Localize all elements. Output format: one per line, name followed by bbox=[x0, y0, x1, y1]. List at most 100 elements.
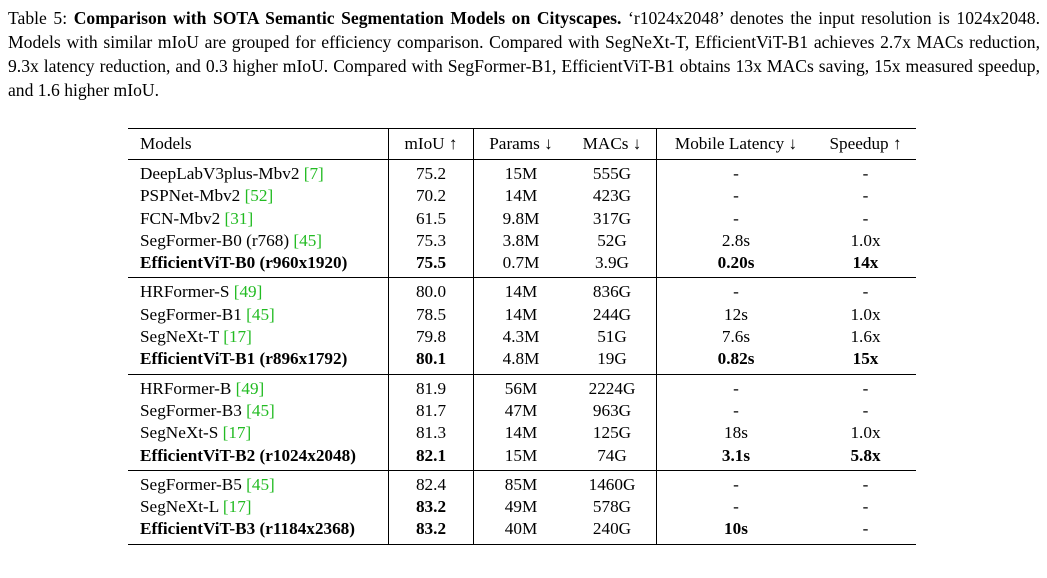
miou-cell: 75.3 bbox=[388, 229, 474, 253]
macs-cell: 836G bbox=[568, 277, 657, 304]
model-cell: SegFormer-B5 [45] bbox=[128, 470, 389, 497]
citation-link[interactable]: [17] bbox=[223, 327, 252, 347]
miou-cell: 75.2 bbox=[388, 159, 474, 186]
params-cell: 49M bbox=[504, 497, 538, 517]
speedup-cell: 1.0x bbox=[850, 304, 881, 324]
model-name: DeepLabV3plus-Mbv2 bbox=[140, 164, 304, 183]
latency-cell: 2.8s bbox=[721, 230, 751, 250]
latency-cell: 0.82s bbox=[717, 349, 755, 369]
speedup-cell: 5.8x bbox=[850, 445, 881, 465]
params-cell: 3.8M bbox=[502, 230, 540, 250]
latency-cell: - bbox=[733, 400, 739, 420]
params-cell: 14M bbox=[504, 304, 538, 324]
caption-label: Table 5: bbox=[8, 8, 74, 28]
macs-cell: 2224G bbox=[568, 374, 657, 400]
table-row: EfficientViT-B3 (r1184x2368) 83.2 40M 240G 1… bbox=[128, 518, 916, 545]
latency-cell: 3.1s bbox=[721, 445, 751, 465]
latency-cell: - bbox=[733, 474, 739, 494]
macs-cell: 240G bbox=[568, 518, 657, 545]
model-cell: EfficientViT-B3 (r1184x2368) bbox=[128, 518, 389, 545]
params-cell: 14M bbox=[504, 186, 538, 206]
citation-link[interactable]: [49] bbox=[235, 378, 265, 398]
speedup-cell: - bbox=[862, 519, 869, 539]
params-cell: 9.8M bbox=[502, 208, 540, 228]
speedup-cell: - bbox=[862, 164, 869, 183]
citation-link[interactable]: [49] bbox=[233, 282, 263, 302]
macs-cell: 74G bbox=[568, 444, 657, 471]
macs-cell: 19G bbox=[568, 348, 657, 375]
model-name: HRFormer-B bbox=[140, 378, 236, 398]
model-cell: SegNeXt-L [17] bbox=[128, 496, 389, 519]
table-row: SegFormer-B0 (r768) [45] 75.3 3.8M 52G 2.8s 1… bbox=[128, 229, 916, 253]
citation-link[interactable]: [45] bbox=[246, 304, 275, 324]
latency-cell: - bbox=[733, 282, 739, 302]
speedup-cell: - bbox=[862, 474, 869, 494]
latency-cell: 12s bbox=[724, 304, 748, 324]
macs-cell: 51G bbox=[568, 326, 657, 349]
latency-cell: 0.20s bbox=[717, 253, 755, 273]
table-row: EfficientViT-B2 (r1024x2048) 82.1 15M 74G 3.… bbox=[128, 444, 916, 471]
miou-cell: 83.2 bbox=[388, 496, 474, 519]
model-cell: SegNeXt-S [17] bbox=[128, 422, 389, 445]
table-group: HRFormer-B [49] 81.9 56M 2224G - - SegFormer-B… bbox=[128, 374, 916, 471]
model-cell: SegFormer-B0 (r768) [45] bbox=[128, 229, 389, 253]
params-cell: 0.7M bbox=[502, 253, 540, 273]
macs-cell: 555G bbox=[568, 159, 657, 186]
citation-link[interactable]: [45] bbox=[293, 230, 323, 250]
citation-link[interactable]: [7] bbox=[303, 164, 324, 183]
model-name: FCN-Mbv2 bbox=[140, 208, 225, 228]
citation-link[interactable]: [31] bbox=[224, 208, 254, 228]
caption-title: Comparison with SOTA Semantic Segmentati… bbox=[73, 8, 622, 28]
miou-cell: 70.2 bbox=[388, 185, 474, 208]
model-cell: SegFormer-B1 [45] bbox=[128, 303, 389, 327]
header-macs: MACs ↓ bbox=[568, 128, 657, 160]
model-name: EfficientViT-B2 (r1024x2048) bbox=[140, 445, 356, 465]
header-miou: mIoU ↑ bbox=[388, 128, 474, 160]
model-cell: EfficientViT-B0 (r960x1920) bbox=[128, 252, 389, 278]
params-cell: 40M bbox=[504, 519, 538, 539]
latency-cell: - bbox=[733, 186, 739, 206]
model-name: SegFormer-B1 bbox=[140, 304, 247, 324]
macs-cell: 578G bbox=[568, 496, 657, 519]
speedup-cell: - bbox=[862, 282, 869, 302]
model-name: SegFormer-B5 bbox=[140, 474, 247, 494]
speedup-cell: 1.6x bbox=[850, 327, 881, 347]
params-cell: 47M bbox=[504, 400, 538, 420]
macs-cell: 1460G bbox=[568, 470, 657, 497]
table-group: HRFormer-S [49] 80.0 14M 836G - - SegFormer-B1… bbox=[128, 277, 916, 375]
citation-link[interactable]: [17] bbox=[222, 423, 252, 443]
citation-link[interactable]: [45] bbox=[246, 474, 275, 494]
table-row: SegFormer-B5 [45] 82.4 85M 1460G - - bbox=[128, 470, 916, 497]
params-cell: 4.8M bbox=[502, 349, 540, 369]
model-cell: FCN-Mbv2 [31] bbox=[128, 207, 389, 230]
table-row: FCN-Mbv2 [31] 61.5 9.8M 317G - - bbox=[128, 207, 916, 230]
model-name: EfficientViT-B1 (r896x1792) bbox=[140, 349, 348, 369]
table-row: SegNeXt-L [17] 83.2 49M 578G - - bbox=[128, 496, 916, 519]
params-cell: 85M bbox=[504, 474, 538, 494]
citation-link[interactable]: [52] bbox=[244, 186, 274, 206]
model-cell: DeepLabV3plus-Mbv2 [7] bbox=[128, 159, 389, 186]
model-cell: SegFormer-B3 [45] bbox=[128, 399, 389, 423]
table-row: PSPNet-Mbv2 [52] 70.2 14M 423G - - bbox=[128, 185, 916, 208]
miou-cell: 79.8 bbox=[388, 326, 474, 349]
caption-body: ‘r1024x2048’ denotes the input resolutio… bbox=[8, 8, 1041, 100]
params-cell: 4.3M bbox=[502, 327, 540, 347]
model-name: SegNeXt-L bbox=[140, 497, 223, 517]
table-row: SegNeXt-T [17] 79.8 4.3M 51G 7.6s 1.6x bbox=[128, 326, 916, 349]
table-header: Models mIoU ↑ Params ↓ MACs ↓ Mobile Lat… bbox=[128, 128, 916, 160]
model-name: SegFormer-B0 (r768) bbox=[140, 230, 294, 250]
latency-cell: - bbox=[733, 497, 739, 517]
miou-cell: 80.0 bbox=[388, 277, 474, 304]
citation-link[interactable]: [45] bbox=[246, 400, 275, 420]
miou-cell: 75.5 bbox=[388, 252, 474, 278]
model-cell: EfficientViT-B2 (r1024x2048) bbox=[128, 444, 389, 471]
model-cell: SegNeXt-T [17] bbox=[128, 326, 389, 349]
miou-cell: 80.1 bbox=[388, 348, 474, 375]
latency-cell: 18s bbox=[724, 423, 748, 443]
model-name: EfficientViT-B0 (r960x1920) bbox=[140, 253, 348, 273]
speedup-cell: 14x bbox=[852, 253, 879, 273]
speedup-cell: - bbox=[862, 497, 869, 517]
latency-cell: - bbox=[733, 208, 739, 228]
citation-link[interactable]: [17] bbox=[222, 497, 252, 517]
miou-cell: 83.2 bbox=[388, 518, 474, 545]
